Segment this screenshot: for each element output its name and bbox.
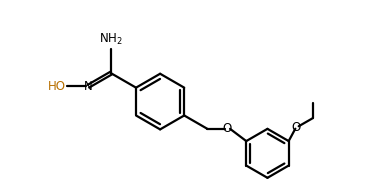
- Text: NH$_2$: NH$_2$: [99, 32, 123, 47]
- Text: O: O: [223, 122, 232, 135]
- Text: HO: HO: [48, 80, 66, 93]
- Text: O: O: [292, 121, 301, 134]
- Text: N: N: [84, 80, 93, 93]
